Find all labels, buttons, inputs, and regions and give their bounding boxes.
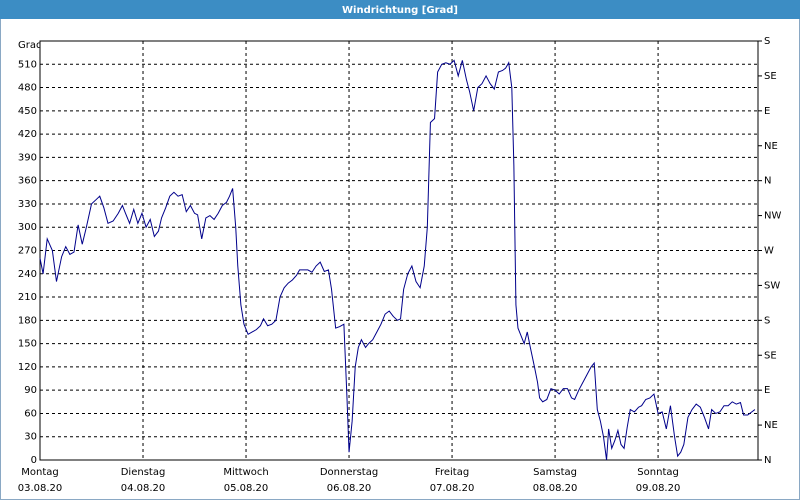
chart-title: Windrichtung [Grad]: [342, 5, 458, 16]
y-tick-label: 270: [18, 246, 37, 257]
x-tick-date: 07.08.20: [430, 483, 475, 494]
y2-tick-label: N: [764, 455, 771, 466]
data-line: [39, 59, 756, 461]
y-tick-label: 240: [18, 269, 37, 280]
y2-tick-label: W: [764, 246, 774, 257]
y-tick-label: 330: [18, 199, 37, 210]
y2-tick-label: SE: [764, 350, 777, 361]
y2-tick-label: SE: [764, 71, 777, 82]
y-tick-label: 120: [18, 362, 37, 373]
x-tick-date: 09.08.20: [636, 483, 681, 494]
y-tick-label: 90: [24, 385, 37, 396]
x-tick-date: 04.08.20: [121, 483, 166, 494]
x-tick-label: Montag: [21, 467, 58, 478]
x-tick-label: Mittwoch: [223, 467, 268, 478]
x-tick-label: Samstag: [533, 467, 577, 478]
plot-area: [39, 40, 759, 461]
y2-tick-label: S: [764, 315, 770, 326]
y-tick-label: 300: [18, 222, 37, 233]
x-tick-date: 05.08.20: [224, 483, 269, 494]
y-tick-label: 30: [24, 432, 37, 443]
x-tick-label: Freitag: [435, 467, 469, 478]
x-tick-label: Sonntag: [637, 467, 679, 478]
x-tick-date: 08.08.20: [533, 483, 578, 494]
y2-tick-label: NE: [764, 141, 778, 152]
x-tick-date: 06.08.20: [327, 483, 372, 494]
y2-tick-label: SW: [764, 280, 780, 291]
y-tick-label: 0: [31, 455, 37, 466]
y-tick-label: 390: [18, 152, 37, 163]
y-tick-label: 450: [18, 106, 37, 117]
x-tick-label: Dienstag: [121, 467, 166, 478]
y-tick-label: 150: [18, 339, 37, 350]
y2-tick-label: NE: [764, 420, 778, 431]
y-tick-label: 420: [18, 129, 37, 140]
y-tick-label: 360: [18, 176, 37, 187]
x-tick-label: Donnerstag: [320, 467, 378, 478]
y2-tick-label: E: [764, 385, 770, 396]
x-tick-date: 03.08.20: [18, 483, 63, 494]
y2-tick-label: NW: [764, 211, 781, 222]
y-tick-label: 210: [18, 292, 37, 303]
y-tick-label: 510: [18, 59, 37, 70]
title-bar: [0, 0, 800, 19]
y2-tick-label: E: [764, 106, 770, 117]
y2-tick-label: S: [764, 36, 770, 47]
y-axis-label: Grad: [18, 40, 42, 51]
y-tick-label: 180: [18, 315, 37, 326]
y2-tick-label: N: [764, 176, 771, 187]
y-tick-label: 480: [18, 83, 37, 94]
y-tick-label: 60: [24, 408, 37, 419]
